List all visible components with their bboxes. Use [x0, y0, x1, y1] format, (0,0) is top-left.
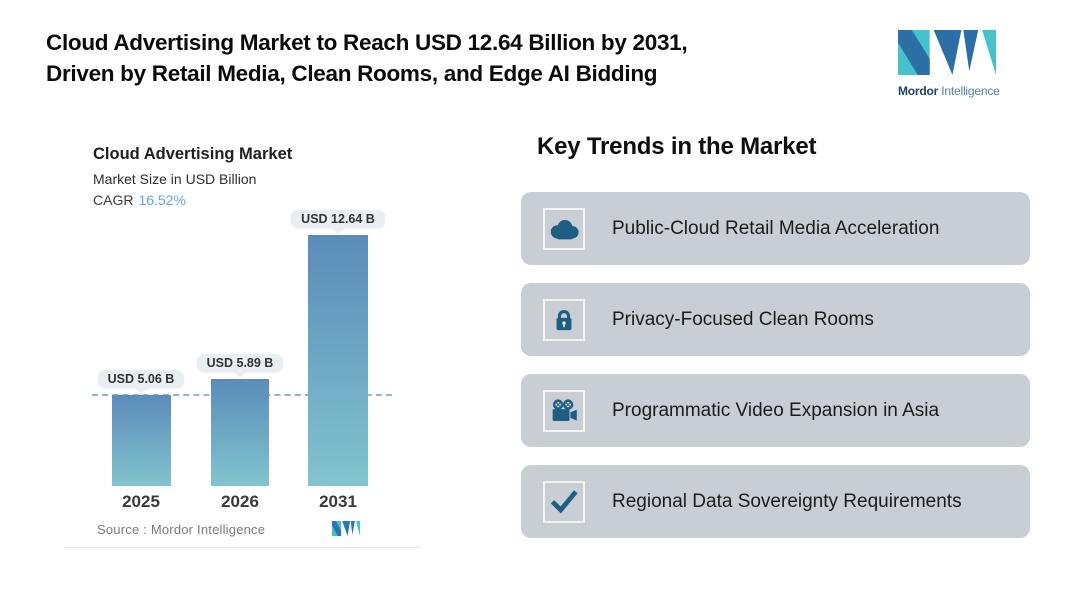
bar-group-2026: USD 5.89 B [190, 354, 290, 486]
trend-icon-box [543, 480, 585, 523]
trend-label: Public-Cloud Retail Media Acceleration [612, 217, 940, 239]
trend-card-data-sovereignty: Regional Data Sovereignty Requirements [521, 465, 1030, 538]
mordor-intelligence-logo-icon [898, 30, 996, 75]
source-value: Mordor Intelligence [150, 522, 266, 537]
market-chart-panel: Cloud Advertising Market Market Size in … [64, 125, 420, 548]
chart-subtitle: Market Size in USD Billion [93, 171, 257, 187]
trend-card-clean-rooms: Privacy-Focused Clean Rooms [521, 283, 1030, 356]
mordor-intelligence-mini-logo-icon [332, 521, 360, 536]
page-title-line2: Driven by Retail Media, Clean Rooms, and… [46, 61, 658, 86]
x-axis-label-2026: 2026 [221, 492, 259, 511]
value-label-pointer [332, 228, 344, 234]
bar-group-2025: USD 5.06 B [91, 370, 191, 486]
page-title: Cloud Advertising Market to Reach USD 12… [46, 27, 688, 89]
trend-label: Regional Data Sovereignty Requirements [612, 490, 962, 512]
x-axis-label-2031: 2031 [319, 492, 357, 511]
value-label-2025: USD 5.06 B [97, 370, 185, 388]
source-label: Source : [97, 522, 148, 537]
trend-label: Programmatic Video Expansion in Asia [612, 399, 940, 421]
checkmark-icon [550, 489, 578, 513]
trend-label: Privacy-Focused Clean Rooms [612, 308, 874, 330]
chart-title: Cloud Advertising Market [93, 145, 293, 163]
trend-icon-box [543, 298, 585, 341]
value-label-2031: USD 12.64 B [291, 210, 385, 228]
cagr-label: CAGR [93, 192, 134, 208]
brand-logo: Mordor Intelligence [898, 30, 1008, 98]
value-label-2026: USD 5.89 B [196, 354, 284, 372]
value-label-pointer [135, 388, 147, 394]
bar-2026 [211, 379, 269, 486]
value-label-pointer [234, 372, 246, 378]
cagr-value: 16.52% [138, 192, 186, 208]
trend-card-retail-media: Public-Cloud Retail Media Acceleration [521, 192, 1030, 265]
brand-name-light: Intelligence [941, 84, 1000, 98]
trend-card-programmatic-video: Programmatic Video Expansion in Asia [521, 374, 1030, 447]
bar-group-2031: USD 12.64 B [288, 210, 388, 486]
trends-heading: Key Trends in the Market [537, 133, 817, 160]
page-title-line1: Cloud Advertising Market to Reach USD 12… [46, 30, 688, 55]
trend-list: Public-Cloud Retail Media Acceleration P… [521, 192, 1030, 556]
bar-chart-plot: USD 5.06 B USD 5.89 B USD 12.64 B 2025 2… [64, 125, 420, 547]
lock-icon [556, 309, 572, 330]
brand-name-bold: Mordor [898, 84, 939, 98]
x-axis-label-2025: 2025 [122, 492, 160, 511]
video-camera-icon [552, 398, 577, 421]
trend-icon-box [543, 207, 585, 250]
bar-2025 [111, 395, 171, 486]
chart-source: Source : Mordor Intelligence [97, 522, 265, 537]
brand-wordmark: Mordor Intelligence [898, 84, 1008, 98]
cloud-icon [550, 219, 579, 239]
trend-icon-box [543, 389, 585, 432]
bar-2031 [308, 235, 368, 486]
chart-cagr: CAGR 16.52% [93, 192, 186, 208]
